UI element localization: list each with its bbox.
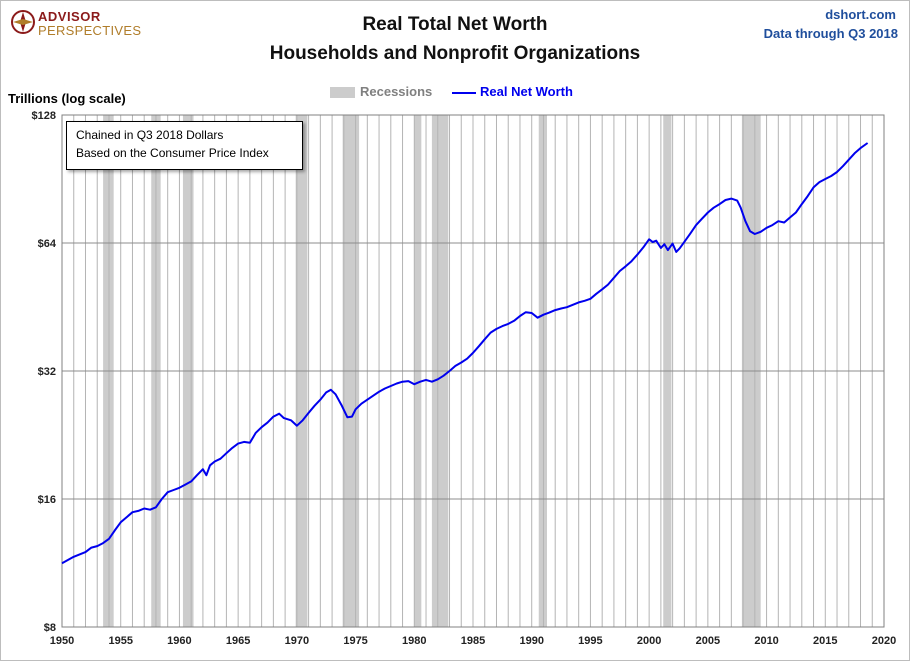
x-tick-label: 1950 [50, 635, 74, 647]
source-text: dshort.com [825, 7, 896, 22]
x-tick-label: 1960 [167, 635, 191, 647]
legend-recessions-label: Recessions [360, 84, 433, 99]
x-tick-label: 1955 [108, 635, 132, 647]
y-tick-label: $32 [38, 366, 56, 378]
data-through-text: Data through Q3 2018 [763, 26, 898, 41]
x-tick-label: 2020 [872, 635, 896, 647]
annotation-box: Chained in Q3 2018 Dollars Based on the … [66, 121, 303, 170]
annotation-line1: Chained in Q3 2018 Dollars [76, 128, 224, 142]
series-line-real-net-worth [61, 142, 869, 565]
x-tick-label: 1965 [226, 635, 250, 647]
logo-text-line2: PERSPECTIVES [38, 23, 142, 38]
y-tick-label: $8 [44, 622, 56, 634]
x-tick-label: 2000 [637, 635, 661, 647]
logo-text-line1: ADVISOR [38, 9, 101, 24]
legend-recession-swatch [330, 87, 355, 98]
x-tick-label: 1995 [578, 635, 602, 647]
x-tick-label: 2010 [754, 635, 778, 647]
y-axis-label: Trillions (log scale) [8, 91, 126, 106]
plot-area-border [61, 114, 885, 628]
x-tick-label: 1975 [343, 635, 367, 647]
chart-title: Real Total Net Worth [362, 14, 548, 35]
advisor-perspectives-logo: ADVISOR PERSPECTIVES [10, 7, 142, 38]
y-tick-label: $128 [32, 110, 56, 122]
legend-series-swatch [452, 92, 476, 94]
compass-icon [11, 10, 35, 34]
x-tick-label: 2015 [813, 635, 837, 647]
x-tick-label: 1985 [461, 635, 485, 647]
legend-series-label: Real Net Worth [480, 84, 573, 99]
annotation-line2: Based on the Consumer Price Index [76, 146, 269, 160]
x-tick-label: 1980 [402, 635, 426, 647]
x-tick-label: 2005 [696, 635, 720, 647]
y-tick-label: $64 [38, 238, 57, 250]
y-tick-label: $16 [38, 494, 56, 506]
x-tick-label: 1990 [519, 635, 543, 647]
chart-subtitle: Households and Nonprofit Organizations [269, 43, 641, 64]
x-tick-label: 1970 [285, 635, 309, 647]
